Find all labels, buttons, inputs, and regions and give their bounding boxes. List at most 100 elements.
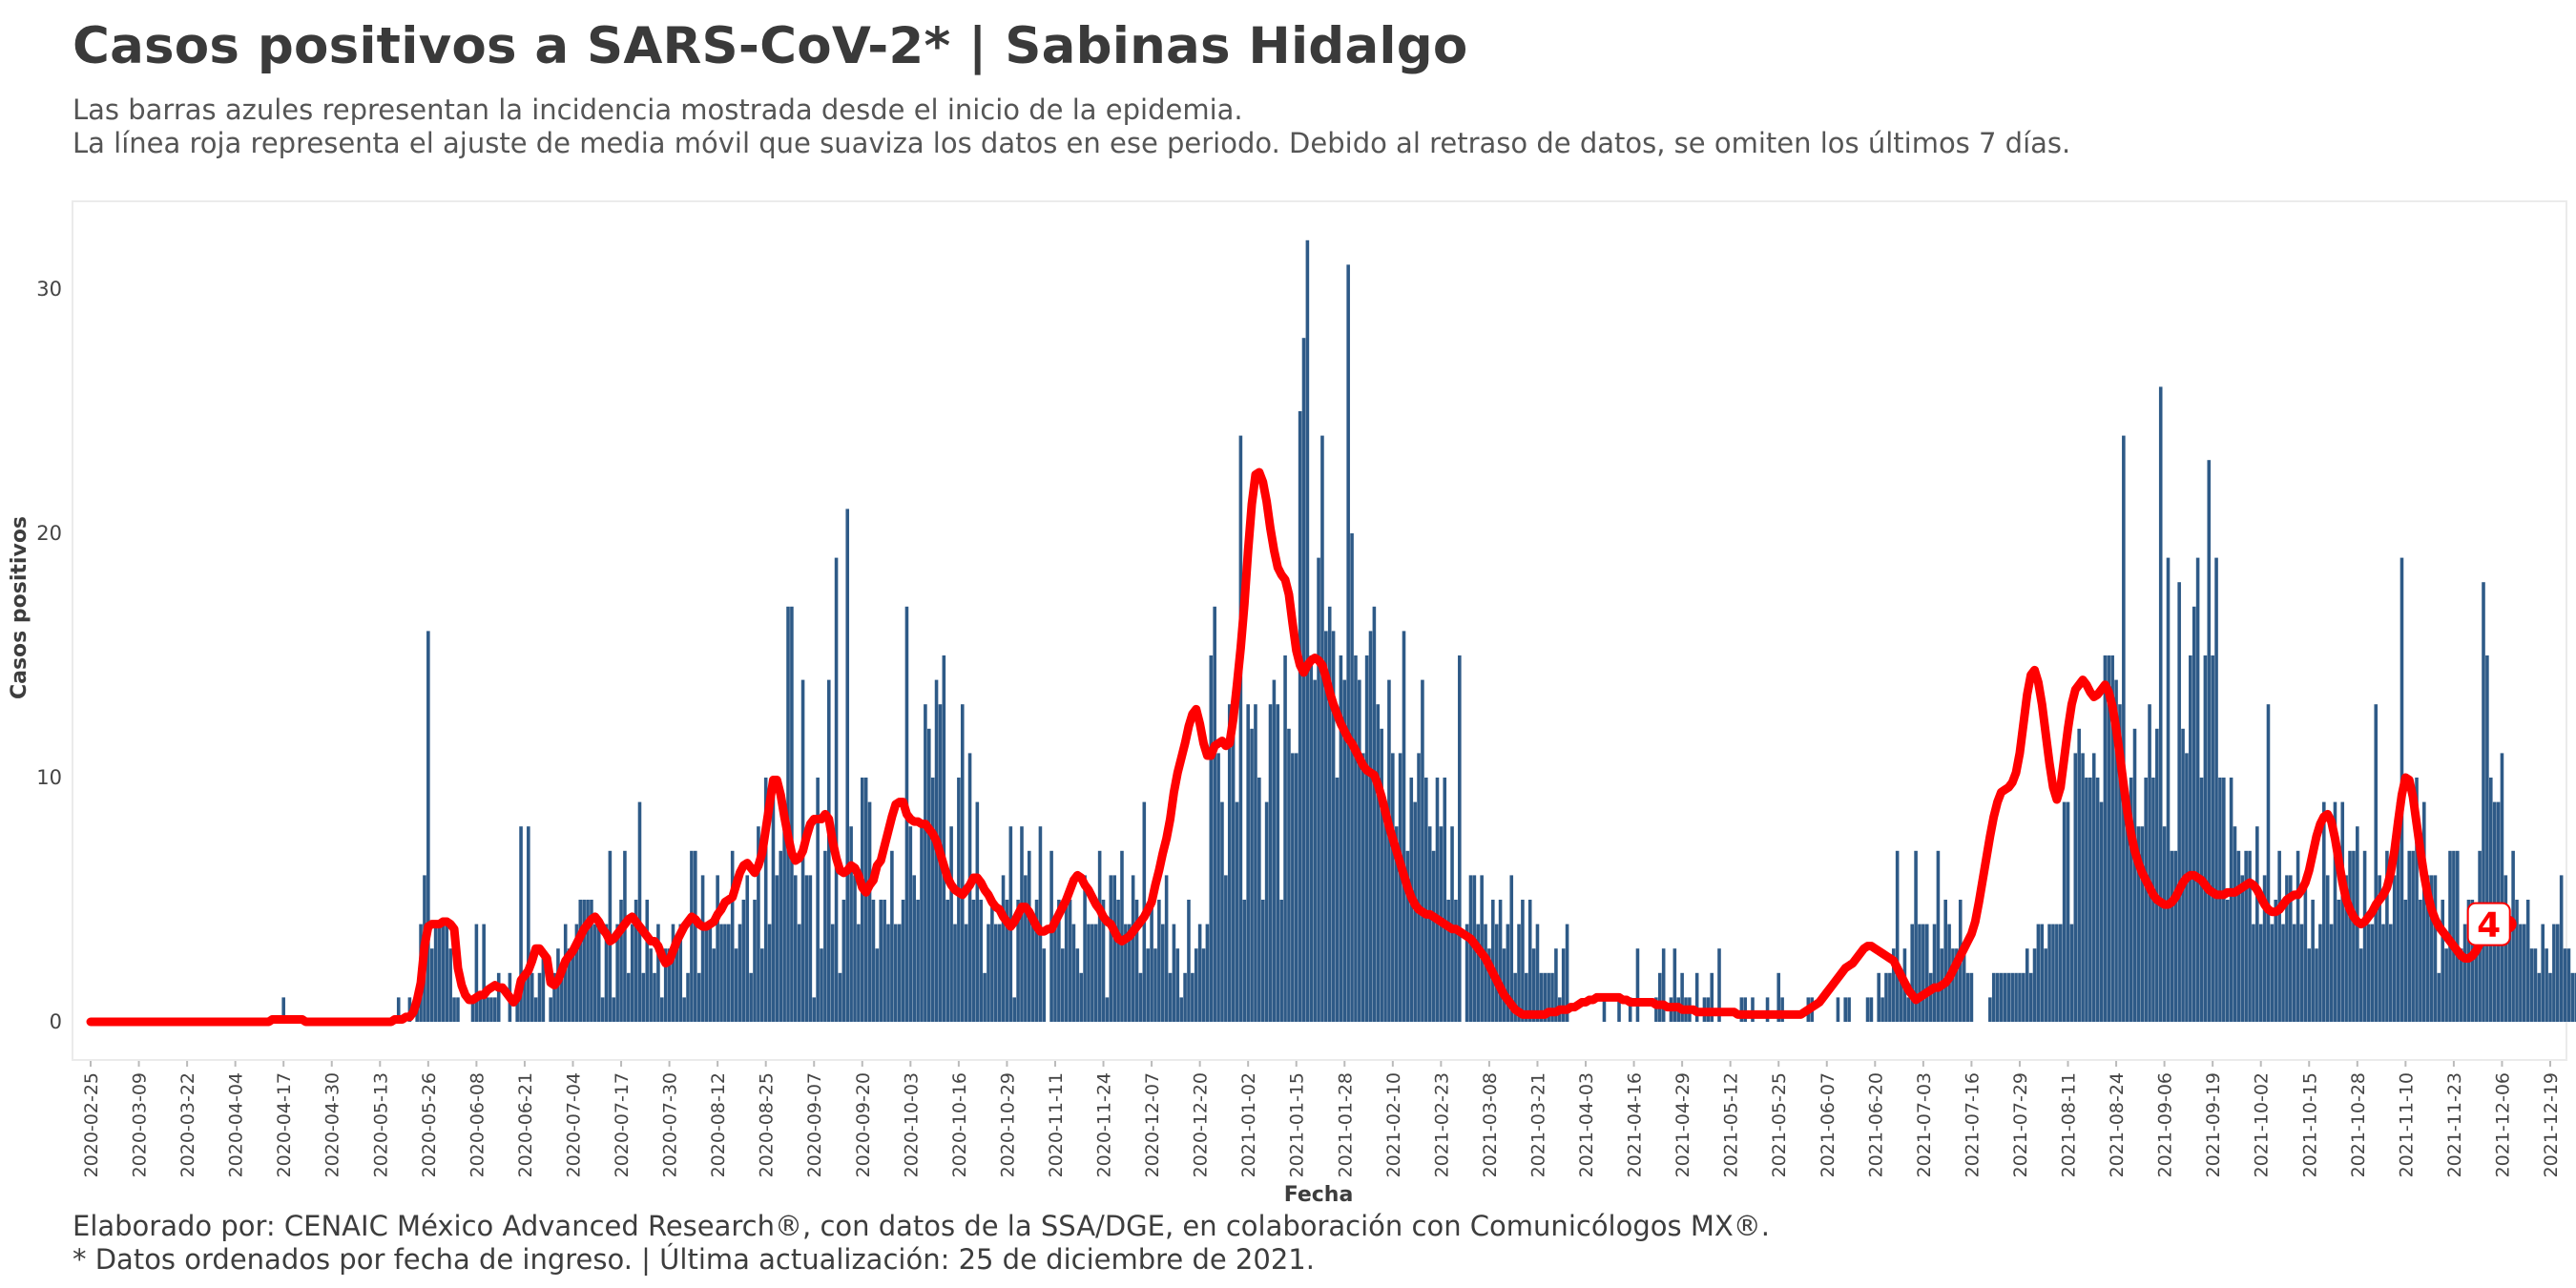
y-tick-label: 30 [36, 278, 62, 301]
bar [2244, 850, 2248, 1022]
bar [429, 948, 434, 1022]
x-tick-label: 2020-05-26 [419, 1072, 440, 1177]
bar [1030, 924, 1035, 1022]
bar [867, 801, 872, 1022]
bar [1034, 900, 1039, 1022]
subtitle-line-2: La línea roja representa el ajuste de me… [73, 127, 2071, 159]
bar [593, 924, 597, 1022]
y-tick-label: 10 [36, 766, 62, 789]
bar [1928, 972, 1933, 1022]
bar [2036, 924, 2041, 1022]
bar [433, 924, 438, 1022]
bar [1087, 924, 1091, 1022]
bar [2006, 972, 2011, 1022]
bar [619, 900, 623, 1022]
bar [1227, 704, 1232, 1022]
y-tick-label: 0 [50, 1010, 62, 1033]
bar [2214, 557, 2218, 1022]
bar [723, 924, 727, 1022]
bar [2525, 900, 2530, 1022]
bar [1083, 875, 1087, 1022]
bar [1272, 679, 1277, 1022]
bar [863, 778, 868, 1022]
bar [1955, 948, 1959, 1022]
bar [1146, 948, 1150, 1022]
bar [1175, 948, 1180, 1022]
bar [634, 900, 638, 1022]
bar [560, 972, 564, 1022]
bar [686, 972, 690, 1022]
bar [1843, 997, 1847, 1022]
bar [694, 850, 697, 1022]
bar [1346, 264, 1350, 1022]
bar [2285, 875, 2289, 1022]
x-tick-label: 2020-12-20 [1191, 1072, 1212, 1177]
x-tick-label: 2021-03-21 [1528, 1072, 1549, 1177]
bar [916, 900, 920, 1022]
bar [1361, 753, 1365, 1022]
bar [2511, 850, 2515, 1022]
bar [827, 679, 831, 1022]
bar [924, 704, 927, 1022]
bar [2385, 850, 2389, 1022]
bar [649, 948, 653, 1022]
bar [1116, 900, 1120, 1022]
bar [2433, 875, 2438, 1022]
bar [482, 924, 486, 1022]
bar [2292, 924, 2296, 1022]
bar [1672, 948, 1677, 1022]
bar [2088, 778, 2092, 1022]
bar [2419, 900, 2422, 1022]
bar [2077, 728, 2081, 1022]
bar [456, 997, 460, 1022]
bar [2456, 850, 2460, 1022]
x-tick-label: 2021-04-29 [1672, 1072, 1693, 1177]
bar [1305, 239, 1310, 1023]
bar [1342, 679, 1347, 1022]
bar [1658, 972, 1662, 1022]
bar [2462, 924, 2467, 1022]
bar [1491, 900, 1495, 1022]
bar [745, 875, 750, 1022]
bar [2548, 972, 2552, 1022]
bar [871, 900, 876, 1022]
bar [445, 924, 449, 1022]
x-tick-label: 2021-12-19 [2541, 1072, 2562, 1177]
bar [1991, 972, 1996, 1022]
bar [2441, 900, 2445, 1022]
bar [537, 972, 542, 1022]
bar [2252, 924, 2255, 1022]
bar [2140, 826, 2145, 1022]
bar [1224, 875, 1228, 1022]
x-tick-label: 2020-07-04 [564, 1072, 585, 1177]
bar [1060, 948, 1065, 1022]
bar [1057, 900, 1061, 1022]
bar [578, 900, 583, 1022]
bar [1324, 631, 1328, 1022]
x-tick-label: 2020-04-17 [274, 1072, 295, 1177]
bar [2566, 948, 2571, 1022]
bar [1209, 655, 1214, 1022]
bar [957, 778, 961, 1022]
bar [1535, 924, 1540, 1022]
bar [1661, 948, 1666, 1022]
bar [2489, 778, 2493, 1022]
bar [396, 997, 401, 1022]
bar [437, 924, 442, 1022]
bar [782, 801, 786, 1022]
bar [2296, 850, 2300, 1022]
bar [1617, 997, 1621, 1022]
x-tick-label: 2021-09-19 [2203, 1072, 2224, 1177]
x-tick-label: 2020-04-30 [322, 1072, 343, 1177]
bar [2485, 655, 2489, 1022]
bar [2010, 972, 2014, 1022]
bar [1543, 972, 1548, 1022]
bar [2322, 801, 2326, 1022]
x-tick-label: 2020-05-13 [370, 1072, 391, 1177]
bar [1380, 728, 1383, 1022]
bar [1160, 924, 1165, 1022]
bar [930, 778, 935, 1022]
x-tick-label: 2020-04-04 [226, 1072, 247, 1177]
bar [893, 924, 898, 1022]
bar [1487, 948, 1491, 1022]
